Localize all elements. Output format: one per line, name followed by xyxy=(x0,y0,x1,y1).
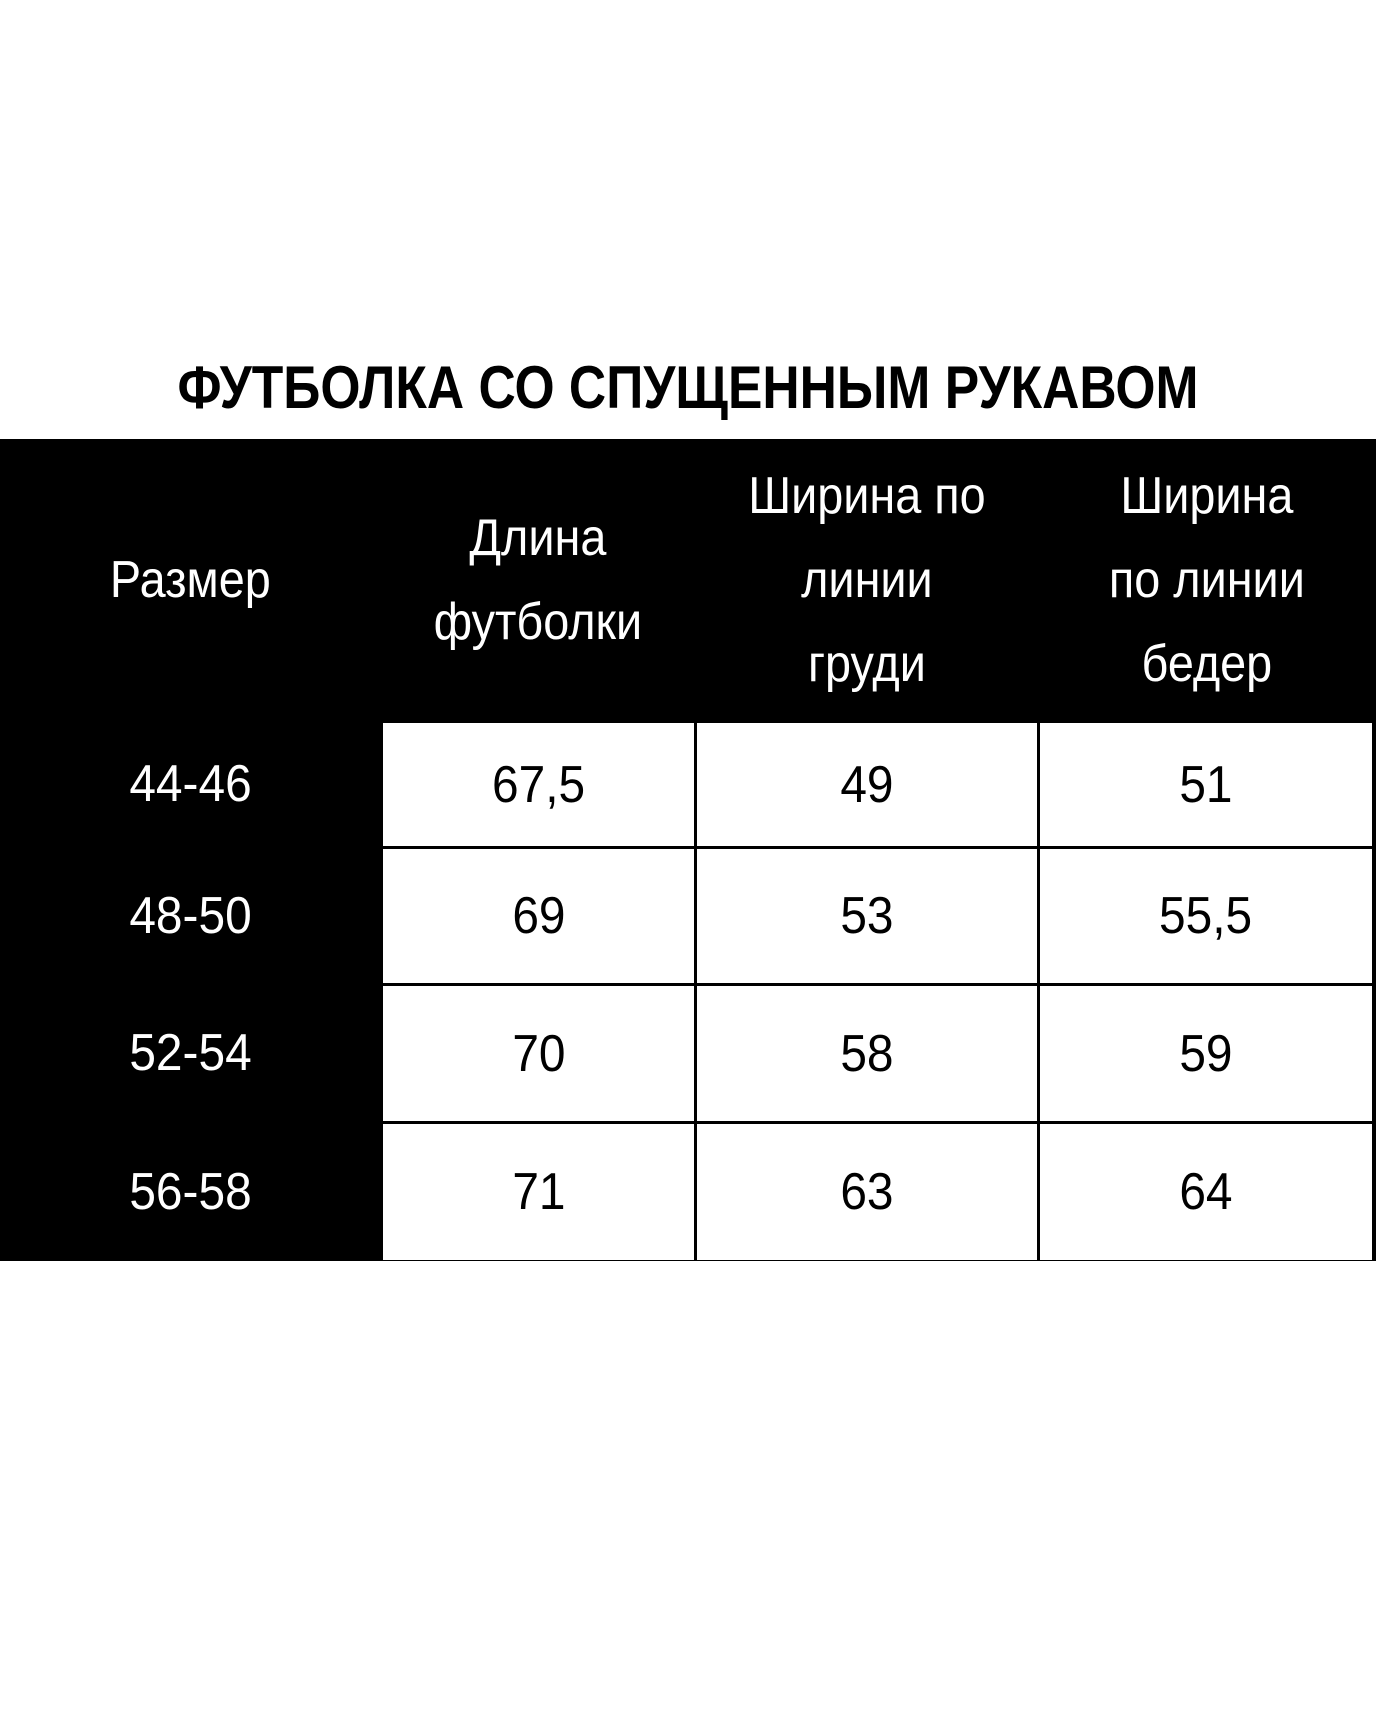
value-cell: 59 xyxy=(1040,986,1372,1121)
cell-text: 58 xyxy=(840,1024,894,1083)
header-size: Размер xyxy=(0,439,381,721)
header-length-label: Длина футболки xyxy=(433,509,643,651)
size-table: Размер Длина футболки Ширина по линии гр… xyxy=(0,439,1376,1261)
header-chest-width: Ширина по линии груди xyxy=(695,439,1038,721)
value-cell: 58 xyxy=(697,986,1037,1121)
value-cell: 55,5 xyxy=(1040,849,1372,983)
cell-text: 53 xyxy=(840,887,894,945)
cell-text: 52-54 xyxy=(129,1024,252,1082)
cell-text: 55,5 xyxy=(1159,887,1253,945)
cell-text: 63 xyxy=(840,1163,894,1221)
value-cell: 53 xyxy=(697,849,1037,983)
size-cell: 52-54 xyxy=(0,984,381,1122)
size-cell: 44-46 xyxy=(0,721,381,847)
cell-text: 59 xyxy=(1179,1024,1233,1083)
value-cell: 63 xyxy=(697,1124,1037,1260)
cell-text: 71 xyxy=(511,1163,566,1221)
cell-text: 48-50 xyxy=(129,886,252,945)
value-cell: 51 xyxy=(1040,723,1372,846)
cell-text: 51 xyxy=(1179,755,1233,814)
size-cell: 56-58 xyxy=(0,1122,381,1261)
value-cell: 70 xyxy=(383,986,694,1121)
value-cell: 49 xyxy=(697,723,1037,846)
header-hip-width: Ширина по линии бедер xyxy=(1038,439,1376,721)
cell-text: 70 xyxy=(511,1024,566,1083)
cell-text: 44-46 xyxy=(129,755,252,813)
cell-text: 67,5 xyxy=(491,755,586,814)
cell-text: 56-58 xyxy=(129,1162,252,1221)
cell-text: 64 xyxy=(1179,1163,1233,1221)
cell-text: 69 xyxy=(511,887,566,945)
header-chest-label: Ширина по линии груди xyxy=(747,467,986,693)
value-cell: 64 xyxy=(1040,1124,1372,1260)
value-cell: 67,5 xyxy=(383,723,694,846)
header-hip-label: Ширина по линии бедер xyxy=(1109,467,1305,693)
cell-text: 49 xyxy=(840,755,894,814)
header-size-label: Размер xyxy=(110,551,271,609)
page-title: ФУТБОЛКА СО СПУЩЕННЫМ РУКАВОМ xyxy=(177,354,1199,421)
size-cell: 48-50 xyxy=(0,847,381,984)
value-cell: 69 xyxy=(383,849,694,983)
header-length: Длина футболки xyxy=(381,439,695,721)
value-cell: 71 xyxy=(383,1124,694,1260)
